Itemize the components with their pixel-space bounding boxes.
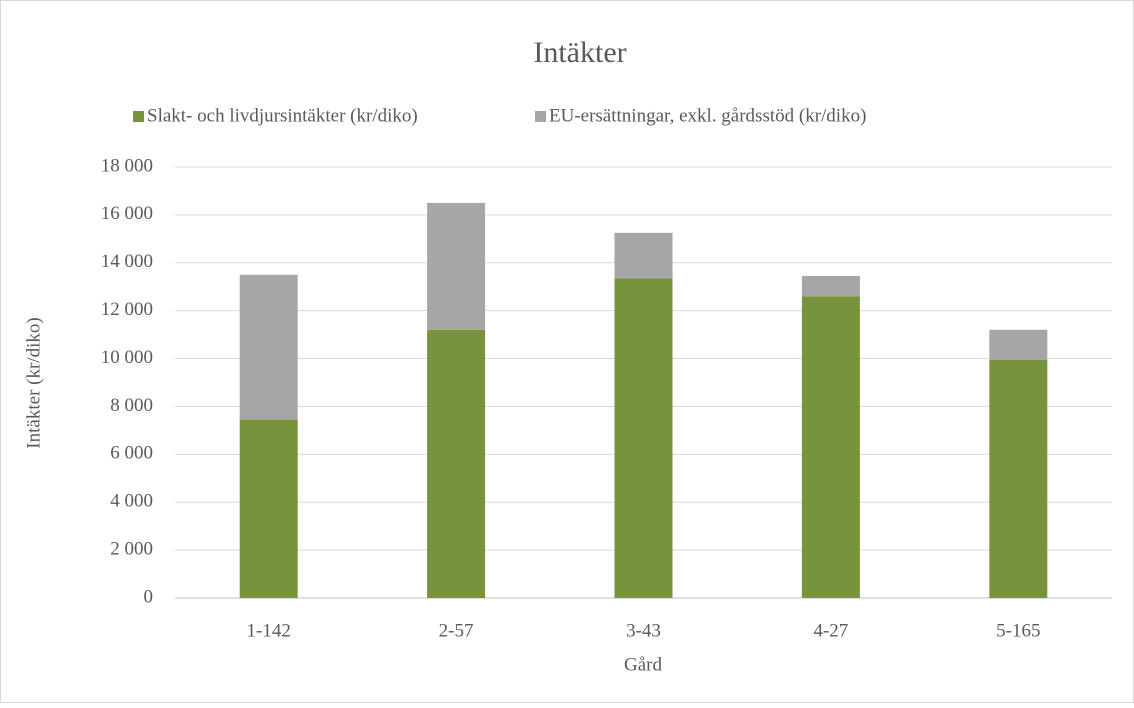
- y-axis-title: Intäkter (kr/diko): [23, 317, 44, 448]
- x-tick-label: 5-165: [996, 620, 1040, 641]
- bar-segment: [614, 232, 673, 279]
- y-tick-label: 18 000: [101, 155, 153, 176]
- y-tick-label: 0: [144, 586, 154, 607]
- y-tick-label: 14 000: [101, 251, 153, 272]
- chart-title: Intäkter: [533, 36, 626, 69]
- legend-swatch: [535, 111, 546, 122]
- bar-segment: [427, 202, 486, 330]
- bar-segment: [801, 275, 860, 297]
- bar-segment: [989, 359, 1048, 598]
- y-tick-label: 4 000: [110, 491, 153, 512]
- y-tick-label: 6 000: [110, 443, 153, 464]
- legend-label: Slakt- och livdjursintäkter (kr/diko): [147, 105, 418, 126]
- bar-segment: [239, 419, 298, 598]
- bar-segment: [427, 329, 486, 598]
- x-tick-label: 1-142: [247, 620, 291, 641]
- y-tick-label: 12 000: [101, 299, 153, 320]
- bar-segment: [989, 329, 1048, 360]
- x-tick-label: 4-27: [813, 620, 848, 641]
- y-tick-label: 10 000: [101, 347, 153, 368]
- y-tick-label: 16 000: [101, 203, 153, 224]
- legend-swatch: [133, 111, 144, 122]
- bar-segment: [239, 274, 298, 420]
- y-tick-label: 2 000: [110, 538, 153, 559]
- bar-segment: [801, 296, 860, 598]
- x-tick-label: 2-57: [439, 620, 474, 641]
- legend-label: EU-ersättningar, exkl. gårdsstöd (kr/dik…: [549, 105, 866, 126]
- bar-segment: [614, 278, 673, 598]
- x-tick-label: 3-43: [626, 620, 661, 641]
- x-axis-title: Gård: [624, 654, 662, 675]
- y-tick-label: 8 000: [110, 395, 153, 416]
